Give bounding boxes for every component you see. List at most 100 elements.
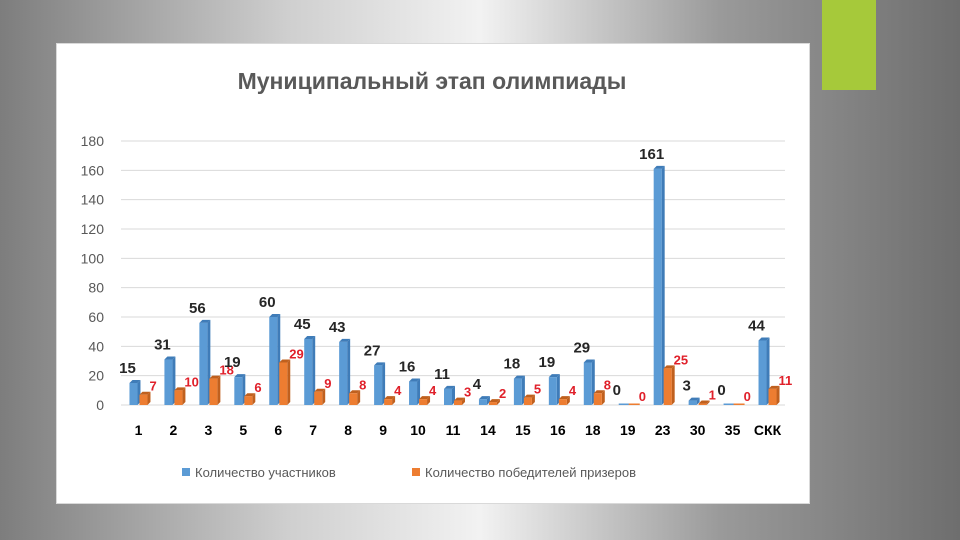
bar-participants-face [513, 378, 522, 405]
data-label-winners: 8 [604, 377, 611, 392]
bar-participants [269, 314, 281, 405]
x-tick-label: 30 [690, 422, 706, 438]
bar-winners-side [566, 396, 570, 405]
bar-participants-side [486, 396, 490, 405]
x-tick-label: 35 [725, 422, 741, 438]
bar-winners-top [139, 391, 151, 395]
x-tick-label: 6 [274, 422, 282, 438]
bar-participants-side [661, 165, 665, 405]
bar-participants [199, 319, 211, 405]
data-label-participants: 60 [259, 294, 276, 311]
bar-participants-face [129, 383, 138, 405]
bar-participants [758, 337, 770, 405]
bar-participants-top [444, 385, 455, 389]
bar-winners-face [558, 399, 567, 405]
legend-label: Количество победителей призеров [425, 465, 636, 480]
y-tick-label: 20 [88, 368, 104, 384]
bar-winners [139, 391, 151, 405]
data-label-participants: 19 [224, 354, 241, 371]
x-tick-label: 23 [655, 422, 671, 438]
bar-winners-top [593, 390, 605, 394]
data-label-winners: 0 [639, 389, 646, 404]
bar-winners [349, 390, 361, 405]
data-label-winners: 6 [254, 380, 261, 395]
bar-winners-side [217, 375, 221, 405]
bar-winners-top [174, 387, 186, 391]
bar-winners-top [488, 399, 500, 403]
bar-winners-side [531, 394, 535, 405]
x-tick-label: 2 [170, 422, 178, 438]
bar-participants-face [688, 400, 697, 405]
bar-winners-face [593, 393, 602, 405]
bar-winners-top [663, 365, 675, 369]
bar-participants-face [444, 388, 452, 405]
data-label-winners: 8 [359, 377, 366, 392]
y-tick-label: 100 [81, 250, 105, 266]
bar-winners-top [768, 385, 780, 389]
bar-participants-side [382, 362, 386, 405]
bar-winners-face [454, 400, 462, 405]
bar-winners-face [419, 399, 428, 405]
bar-participants-face [583, 362, 592, 405]
bar-winners-top [523, 394, 535, 398]
data-label-winners: 1 [709, 388, 716, 403]
bar-winners-side [147, 391, 151, 405]
bar-winners [454, 397, 465, 405]
bar-winners [698, 400, 710, 405]
bar-winners-top [279, 359, 291, 363]
bar-participants-side [452, 385, 455, 405]
bar-winners [558, 396, 570, 405]
data-label-winners: 4 [569, 383, 577, 398]
x-tick-label: 14 [480, 422, 496, 438]
data-label-winners: 0 [744, 389, 751, 404]
bar-participants [409, 378, 421, 405]
data-label-winners: 10 [184, 374, 198, 389]
data-label-participants: 44 [748, 317, 765, 334]
bar-winners [174, 387, 186, 405]
bar-participants-side [417, 378, 421, 405]
bar-winners-face [768, 388, 777, 405]
bar-winners-side [427, 396, 431, 405]
bar-participants-face [339, 341, 348, 405]
bar-participants-face [723, 403, 735, 405]
data-label-participants: 45 [294, 316, 311, 333]
bar-participants [548, 374, 560, 405]
bar-participants-face [304, 339, 313, 405]
bar-participants-top [583, 359, 595, 363]
bar-winners-side [252, 393, 256, 405]
bar-participants [164, 356, 176, 405]
bar-participants-top [478, 396, 490, 400]
x-tick-label: 15 [515, 422, 531, 438]
bar-participants-face [234, 377, 243, 405]
data-label-participants: 56 [189, 300, 206, 317]
x-tick-label: 16 [550, 422, 566, 438]
data-label-winners: 11 [779, 373, 793, 388]
bar-participants-side [696, 397, 700, 405]
bar-participants-top [374, 362, 386, 366]
bar-winners-top [384, 396, 396, 400]
bar-winners-side [601, 390, 605, 405]
bar-participants-face [199, 322, 208, 405]
bar-winners-face [349, 393, 358, 405]
bar-winners-side [287, 359, 291, 405]
bar-participants [234, 374, 246, 405]
bar-participants [339, 338, 351, 405]
data-label-winners: 5 [534, 382, 541, 397]
y-tick-label: 120 [81, 221, 105, 237]
chart-panel: Муниципальный этап олимпиады 0 20 40 60 80 10… [56, 43, 810, 504]
bar-winners [523, 394, 535, 405]
bars [129, 165, 780, 405]
legend-swatch [412, 468, 420, 476]
data-label-participants: 161 [639, 146, 664, 163]
y-tick-label: 180 [81, 133, 105, 149]
bar-participants-side [556, 374, 560, 405]
bar-winners-face [139, 394, 148, 405]
bar-winners [419, 396, 431, 405]
x-tick-label: 8 [344, 422, 352, 438]
bar-participants [653, 165, 665, 405]
bar-participants-top [199, 319, 211, 323]
bar-participants-face [409, 381, 418, 405]
bar-winners-face [244, 396, 253, 405]
bar-winners-side [462, 397, 465, 405]
